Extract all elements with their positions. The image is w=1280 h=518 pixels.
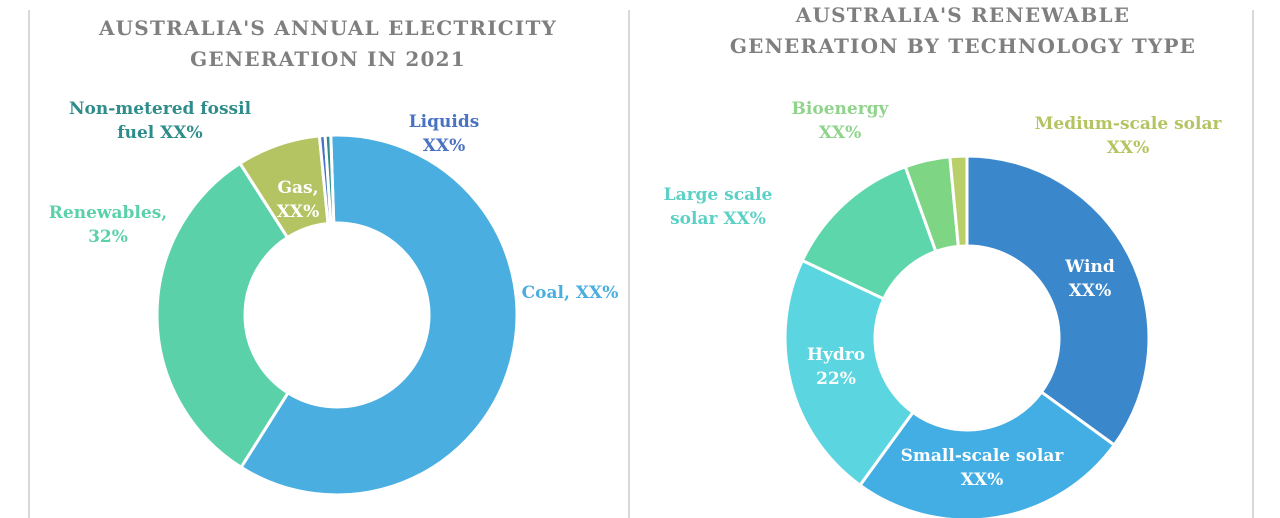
chart-title-line: AUSTRALIA'S RENEWABLE xyxy=(795,3,1130,27)
slice-label-bioenergy: Bioenergy XX% xyxy=(792,99,890,143)
slice-label-wind: Wind XX% xyxy=(1064,257,1115,301)
slice-hydro xyxy=(783,258,916,488)
electricity-generation-donut-chart: AUSTRALIA'S ANNUAL ELECTRICITY GENERATION… xyxy=(49,16,619,497)
slice-label-medium-scale-solar: Medium-scale solar XX% xyxy=(1035,114,1223,158)
slice-coal xyxy=(239,133,519,497)
slice-label-coal: Coal, XX% xyxy=(522,283,619,303)
slice-renewables xyxy=(155,161,291,470)
slice-non-metered-fossil-fuel xyxy=(323,133,336,225)
slice-medium-scale-solar xyxy=(948,154,969,249)
left-divider xyxy=(28,10,30,518)
center-divider xyxy=(628,10,630,518)
slice-label-gas: Gas, XX% xyxy=(277,178,320,222)
chart-title-line: AUSTRALIA'S ANNUAL ELECTRICITY xyxy=(98,16,557,40)
slice-label-large-scale-solar: Large scale solar XX% xyxy=(664,185,773,229)
slice-small-scale-solar xyxy=(857,389,1117,518)
slice-wind xyxy=(965,154,1151,448)
chart-title-line: GENERATION IN 2021 xyxy=(190,47,466,71)
right-divider xyxy=(1252,10,1254,518)
chart-title-line: GENERATION BY TECHNOLOGY TYPE xyxy=(730,34,1196,58)
slice-label-liquids: Liquids XX% xyxy=(409,112,480,156)
slice-label-hydro: Hydro 22% xyxy=(807,345,865,389)
slice-label-non-metered-fossil-fuel: Non-metered fossil fuel XX% xyxy=(69,99,252,143)
slice-label-renewables: Renewables, 32% xyxy=(49,203,167,247)
slice-label-small-scale-solar: Small-scale solar XX% xyxy=(901,446,1065,490)
renewable-generation-donut-chart: AUSTRALIA'S RENEWABLE GENERATION BY TECHN… xyxy=(664,3,1223,518)
